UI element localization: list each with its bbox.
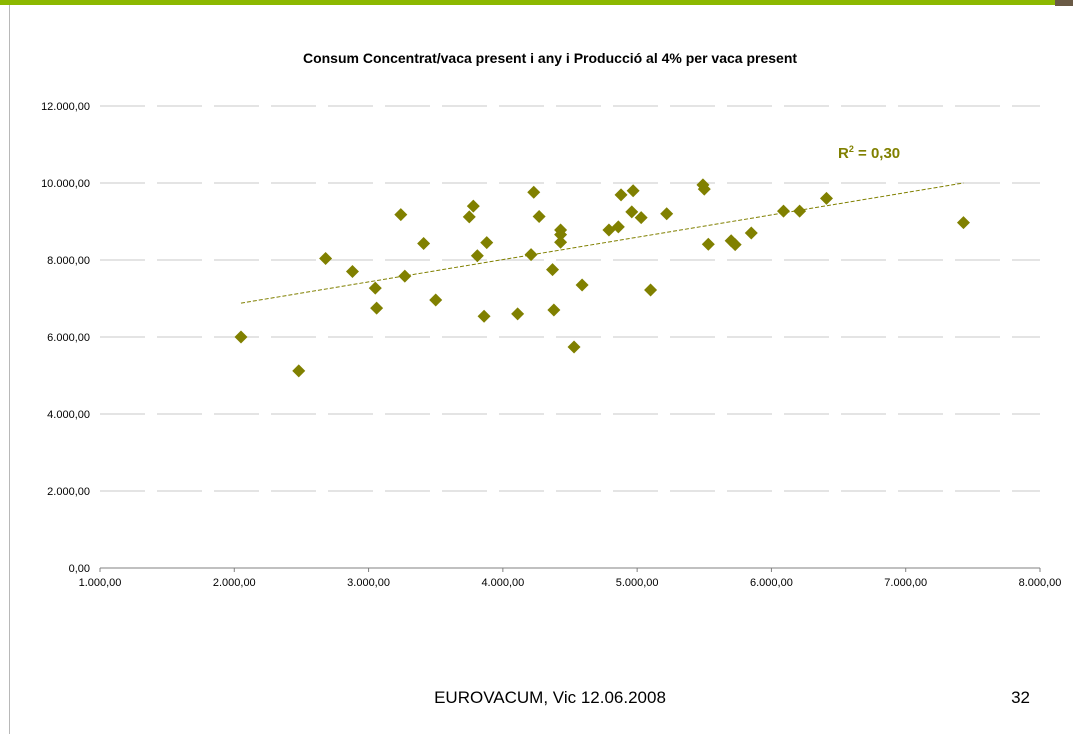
data-point bbox=[480, 236, 493, 249]
data-point bbox=[615, 188, 628, 201]
data-point bbox=[467, 200, 480, 213]
data-point bbox=[568, 341, 581, 354]
page-number: 32 bbox=[990, 688, 1030, 708]
data-point bbox=[292, 364, 305, 377]
x-tick-label: 2.000,00 bbox=[213, 577, 256, 589]
data-point bbox=[702, 238, 715, 251]
data-point bbox=[793, 205, 806, 218]
data-point bbox=[525, 248, 538, 261]
data-point bbox=[546, 263, 559, 276]
x-tick-label: 7.000,00 bbox=[884, 577, 927, 589]
x-tick-label: 5.000,00 bbox=[616, 577, 659, 589]
x-tick-label: 3.000,00 bbox=[347, 577, 390, 589]
data-point bbox=[398, 270, 411, 283]
x-tick-label: 6.000,00 bbox=[750, 577, 793, 589]
data-point bbox=[576, 279, 589, 292]
trendline-group: R2 = 0,30 bbox=[241, 144, 963, 303]
x-tick-label: 1.000,00 bbox=[79, 577, 122, 589]
data-point bbox=[369, 282, 382, 295]
slide-footer: EUROVACUM, Vic 12.06.2008 bbox=[300, 688, 800, 708]
y-tick-label: 8.000,00 bbox=[47, 255, 90, 267]
data-point bbox=[644, 284, 657, 297]
y-tick-label: 12.000,00 bbox=[41, 101, 90, 113]
x-axis bbox=[100, 568, 1040, 572]
grid-lines bbox=[100, 106, 1040, 491]
data-point bbox=[547, 304, 560, 317]
data-point bbox=[627, 184, 640, 197]
data-points bbox=[235, 178, 970, 377]
y-tick-label: 6.000,00 bbox=[47, 332, 90, 344]
x-axis-labels: 1.000,00 2.000,00 3.000,00 4.000,00 5.000,00… bbox=[79, 577, 1062, 589]
data-point bbox=[820, 192, 833, 205]
data-point bbox=[957, 216, 970, 229]
data-point bbox=[417, 237, 430, 250]
data-point bbox=[660, 207, 673, 220]
x-tick-label: 4.000,00 bbox=[481, 577, 524, 589]
x-tick-label: 8.000,00 bbox=[1019, 577, 1062, 589]
data-point bbox=[511, 307, 524, 320]
data-point bbox=[533, 210, 546, 223]
y-tick-label: 4.000,00 bbox=[47, 409, 90, 421]
data-point bbox=[319, 252, 332, 265]
data-point bbox=[394, 208, 407, 221]
data-point bbox=[346, 265, 359, 278]
y-tick-label: 10.000,00 bbox=[41, 178, 90, 190]
y-tick-label: 0,00 bbox=[69, 563, 90, 575]
data-point bbox=[370, 302, 383, 315]
y-axis-labels: 0,00 2.000,00 4.000,00 6.000,00 8.000,00 10.0… bbox=[41, 101, 90, 575]
data-point bbox=[527, 186, 540, 199]
r-squared-label: R2 = 0,30 bbox=[838, 144, 900, 162]
data-point bbox=[745, 227, 758, 240]
data-point bbox=[463, 210, 476, 223]
trendline bbox=[241, 183, 963, 303]
data-point bbox=[235, 331, 248, 344]
data-point bbox=[429, 294, 442, 307]
y-tick-label: 2.000,00 bbox=[47, 486, 90, 498]
data-point bbox=[478, 310, 491, 323]
data-point bbox=[777, 205, 790, 218]
